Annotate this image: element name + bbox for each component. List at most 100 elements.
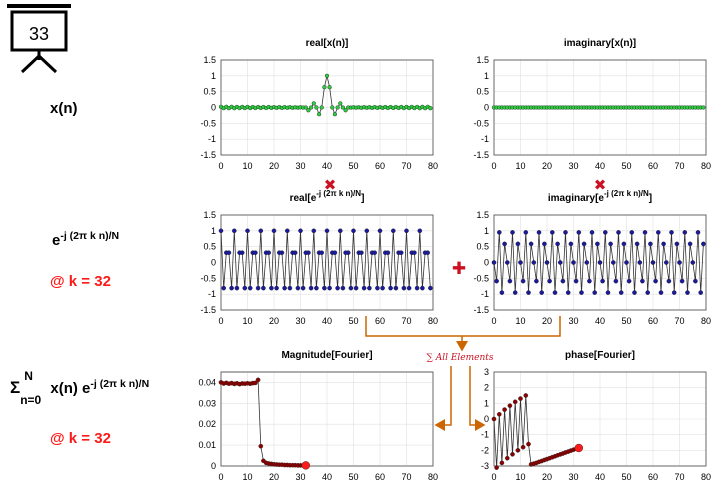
highlight-point xyxy=(301,461,310,470)
data-point xyxy=(616,230,621,235)
y-tick-label: -1.5 xyxy=(200,150,216,160)
data-point xyxy=(674,241,680,247)
data-point xyxy=(698,290,704,295)
x-tick-label: 20 xyxy=(269,316,279,326)
data-point xyxy=(327,285,332,291)
data-point xyxy=(518,260,523,265)
sum-all-elements-label: ∑ All Elements xyxy=(426,353,493,363)
charts-layer: 0 10 20 30 40 50 60 70 801.510.50-0.5-1-1.5real[… xyxy=(198,38,711,482)
data-point xyxy=(353,285,359,291)
y-tick-label: 0 xyxy=(211,103,216,113)
data-point xyxy=(613,278,619,284)
data-point xyxy=(658,290,664,295)
chart-title-text: real[x(n)] xyxy=(306,38,349,49)
x-tick-label: 70 xyxy=(674,161,684,171)
data-point xyxy=(494,465,499,470)
x-tick-label: 0 xyxy=(218,472,223,482)
data-point xyxy=(624,260,629,265)
data-point xyxy=(496,411,502,417)
data-point xyxy=(597,260,603,265)
data-point xyxy=(679,278,685,284)
data-point xyxy=(550,230,555,235)
y-tick-label: 0 xyxy=(484,103,489,113)
data-point xyxy=(600,278,605,284)
data-point xyxy=(324,228,330,234)
data-point xyxy=(258,443,264,449)
data-point xyxy=(547,278,552,284)
data-point xyxy=(226,250,232,255)
data-point xyxy=(367,285,372,291)
y-tick-label: 1.5 xyxy=(476,55,489,65)
series-line xyxy=(220,230,431,289)
data-point xyxy=(393,285,399,291)
data-point xyxy=(544,260,550,265)
data-point xyxy=(502,407,507,412)
data-point xyxy=(231,228,237,234)
x-tick-label: 30 xyxy=(568,161,578,171)
data-point xyxy=(242,285,248,291)
y-tick-label: 2 xyxy=(484,383,489,393)
data-point xyxy=(526,290,531,295)
data-point xyxy=(269,285,274,291)
data-point xyxy=(690,260,696,265)
sum-lower-limit: n=0 xyxy=(20,393,42,407)
chart-magnitude: 0 10 20 30 40 50 60 70 80 0 0.01 0.02 0.03 0.04 Magnit… xyxy=(198,350,438,482)
data-point xyxy=(253,380,258,386)
data-point xyxy=(406,285,412,291)
data-point xyxy=(592,290,598,295)
data-point xyxy=(398,250,404,255)
chart-title-text: phase[Fourier] xyxy=(565,350,635,361)
x-tick-label: 50 xyxy=(348,161,358,171)
data-point xyxy=(364,228,370,234)
data-point xyxy=(390,228,396,234)
data-point xyxy=(274,285,279,291)
kernel-base: e xyxy=(52,232,61,249)
x-tick-label: 60 xyxy=(375,161,385,171)
k-value-note-2: @ k = 32 xyxy=(50,430,111,447)
x-tick-label: 30 xyxy=(568,472,578,482)
x-tick-label: 40 xyxy=(322,161,332,171)
x-tick-label: 20 xyxy=(269,472,279,482)
chart-phase: 0 10 20 30 40 50 60 70 803210-1-2-3phase[Fourier… xyxy=(481,350,711,482)
data-point xyxy=(417,228,423,234)
data-point xyxy=(565,290,571,295)
data-point xyxy=(332,112,337,117)
y-tick-label: -0.5 xyxy=(200,273,216,283)
data-point xyxy=(563,230,568,235)
data-point xyxy=(319,105,324,110)
data-point xyxy=(666,278,672,284)
chart-title-end: ] xyxy=(649,193,652,204)
x-tick-label: 70 xyxy=(674,472,684,482)
data-point xyxy=(309,105,314,110)
x-tick-label: 40 xyxy=(595,472,605,482)
data-point xyxy=(282,285,287,291)
x-tick-label: 10 xyxy=(515,161,525,171)
x-tick-label: 40 xyxy=(322,472,332,482)
y-tick-label: -1.5 xyxy=(473,150,489,160)
x-tick-label: 60 xyxy=(375,316,385,326)
data-point xyxy=(611,260,616,265)
data-point xyxy=(491,260,497,265)
x-tick-label: 50 xyxy=(621,316,631,326)
x-tick-label: 0 xyxy=(491,472,496,482)
data-point xyxy=(314,285,319,291)
y-tick-label: -0.5 xyxy=(473,118,489,128)
data-point xyxy=(401,285,407,291)
x-tick-label: 70 xyxy=(401,316,411,326)
data-point xyxy=(682,230,688,235)
data-point xyxy=(539,290,545,295)
y-tick-label: -0.5 xyxy=(200,118,216,128)
data-point xyxy=(687,241,693,247)
data-point xyxy=(645,290,651,295)
y-tick-label: -0.5 xyxy=(473,273,489,283)
x-tick-label: 20 xyxy=(542,161,552,171)
data-point xyxy=(359,250,364,255)
sum-body: x(n) e xyxy=(46,380,91,397)
y-tick-label: -1 xyxy=(481,134,489,144)
data-point xyxy=(414,285,420,291)
data-point xyxy=(412,250,417,255)
data-point xyxy=(637,260,643,265)
x-tick-label: 20 xyxy=(542,472,552,482)
